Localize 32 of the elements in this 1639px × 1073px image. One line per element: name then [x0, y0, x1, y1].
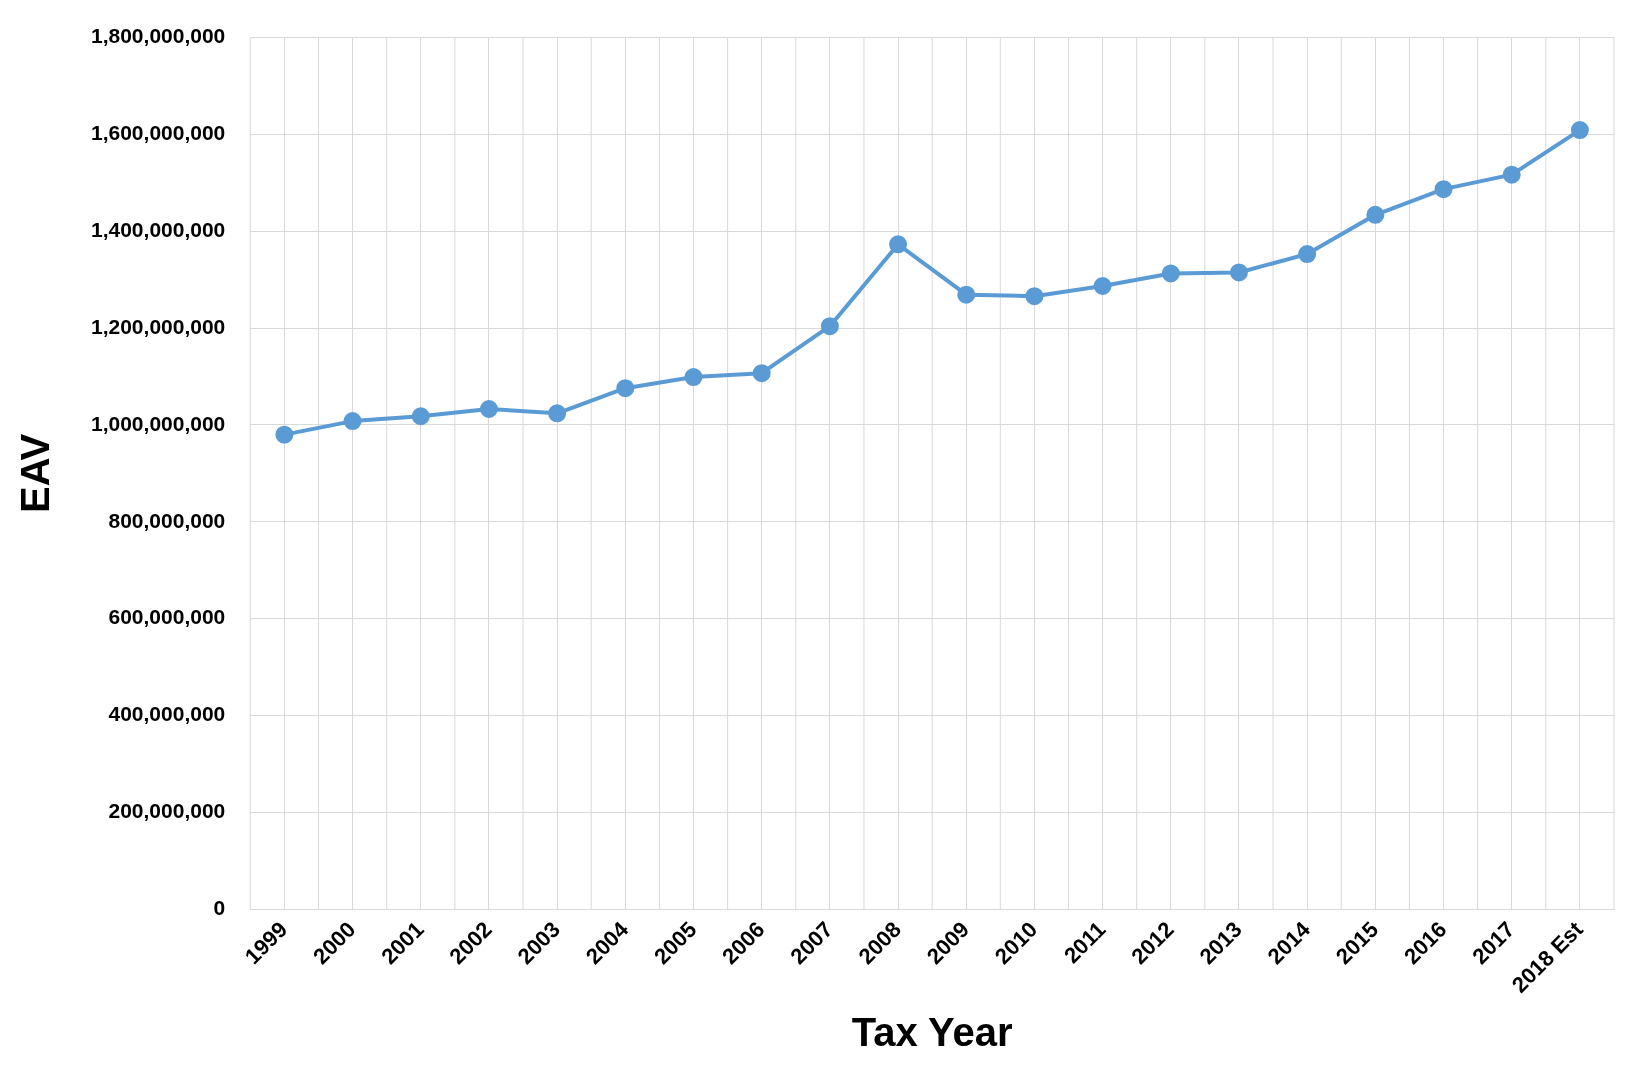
point	[1161, 264, 1180, 283]
point	[343, 412, 362, 431]
point	[684, 368, 703, 387]
y-tick-label: 800,000,000	[108, 508, 226, 532]
point	[889, 235, 908, 254]
y-tick-label: 1,400,000,000	[91, 218, 226, 242]
point	[548, 404, 567, 423]
y-tick-label: 0	[213, 895, 226, 919]
y-tick-label: 1,600,000,000	[91, 121, 226, 145]
point	[1229, 263, 1248, 282]
point	[1093, 277, 1112, 296]
point	[820, 317, 839, 336]
y-tick-label: 200,000,000	[108, 799, 226, 823]
point	[411, 407, 430, 426]
point	[1298, 245, 1317, 264]
point	[479, 400, 498, 418]
point	[752, 364, 771, 383]
point	[1502, 165, 1521, 184]
y-tick-label: 600,000,000	[108, 605, 226, 629]
x-axis-title: Tax Year	[851, 1010, 1013, 1055]
y-tick-label: 400,000,000	[108, 702, 226, 726]
y-tick-label: 1,800,000,000	[91, 24, 226, 48]
point	[1434, 180, 1453, 199]
point	[1025, 287, 1044, 306]
y-axis-title: EAV	[13, 433, 58, 514]
y-tick-label: 1,200,000,000	[91, 314, 226, 338]
point	[275, 425, 294, 444]
y-tick-label: 1,000,000,000	[91, 411, 226, 435]
point	[1366, 205, 1385, 224]
point	[957, 285, 976, 304]
point	[616, 379, 635, 398]
point	[1570, 121, 1589, 140]
